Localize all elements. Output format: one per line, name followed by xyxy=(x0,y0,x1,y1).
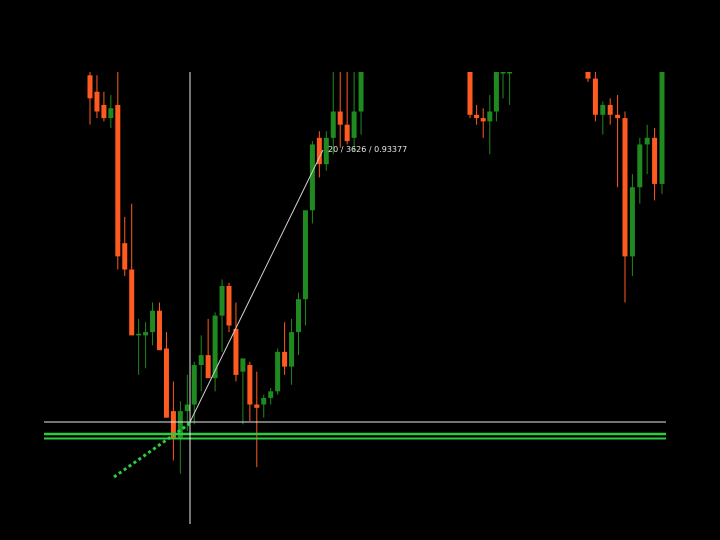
main-candle-38[interactable] xyxy=(351,111,357,138)
far-right-candle-8[interactable] xyxy=(644,137,650,145)
main-candle-3[interactable] xyxy=(108,108,114,119)
main-candle-37[interactable] xyxy=(344,124,350,142)
main-candle-34[interactable] xyxy=(323,137,329,165)
right-candle-5[interactable] xyxy=(500,72,506,74)
main-candle-35[interactable] xyxy=(330,111,336,138)
main-candle-14[interactable] xyxy=(184,404,190,412)
main-candle-24[interactable] xyxy=(254,404,260,408)
far-right-candle-10[interactable] xyxy=(659,72,665,184)
far-right-candle-9[interactable] xyxy=(652,137,658,184)
main-candle-10[interactable] xyxy=(157,310,162,351)
main-candle-2[interactable] xyxy=(101,104,107,119)
far-right-candle-4[interactable] xyxy=(615,114,621,119)
main-candle-11[interactable] xyxy=(163,348,169,418)
main-candle-36[interactable] xyxy=(337,111,343,125)
far-right-candle-2[interactable] xyxy=(600,104,606,115)
main-candle-8[interactable] xyxy=(143,332,149,336)
main-candle-7[interactable] xyxy=(136,333,142,336)
trend-line-dotted[interactable] xyxy=(113,420,193,479)
right-candle-0[interactable] xyxy=(467,72,473,115)
main-candle-28[interactable] xyxy=(282,351,288,367)
main-candle-23[interactable] xyxy=(247,365,253,405)
main-candle-4[interactable] xyxy=(115,104,121,257)
main-candle-12[interactable] xyxy=(170,411,176,438)
far-right-candle-6[interactable] xyxy=(629,187,635,257)
main-candle-13[interactable] xyxy=(177,411,183,438)
main-candle-31[interactable] xyxy=(302,210,308,300)
candles-layer xyxy=(87,72,665,474)
main-candle-1[interactable] xyxy=(94,91,100,112)
main-candle-15[interactable] xyxy=(191,365,197,405)
right-candle-6[interactable] xyxy=(507,72,513,74)
far-right-candle-7[interactable] xyxy=(637,144,643,188)
main-candle-20[interactable] xyxy=(226,286,232,326)
main-candle-19[interactable] xyxy=(219,286,225,316)
main-candle-30[interactable] xyxy=(296,299,301,333)
main-candle-17[interactable] xyxy=(205,355,211,379)
far-right-candle-1[interactable] xyxy=(592,78,598,115)
main-candle-6[interactable] xyxy=(129,269,135,336)
main-candle-26[interactable] xyxy=(268,391,274,398)
measure-label: 20 / 3626 / 0.93377 xyxy=(328,145,407,154)
right-candle-1[interactable] xyxy=(474,114,480,119)
main-candle-16[interactable] xyxy=(198,355,204,366)
main-candle-9[interactable] xyxy=(150,310,156,333)
main-candle-18[interactable] xyxy=(212,315,218,379)
right-candle-4[interactable] xyxy=(493,72,499,112)
main-candle-22[interactable] xyxy=(240,358,246,372)
right-candle-2[interactable] xyxy=(480,118,486,122)
main-candle-32[interactable] xyxy=(309,144,315,211)
main-candle-39[interactable] xyxy=(358,72,364,112)
main-candle-21[interactable] xyxy=(233,328,239,375)
main-candle-33[interactable] xyxy=(316,137,322,165)
main-candle-27[interactable] xyxy=(275,351,281,392)
right-candle-3[interactable] xyxy=(487,111,493,122)
main-candle-5[interactable] xyxy=(122,243,128,270)
main-candle-0[interactable] xyxy=(87,75,93,99)
far-right-candle-5[interactable] xyxy=(622,118,628,257)
main-candle-25[interactable] xyxy=(261,397,267,405)
measure-line[interactable] xyxy=(189,149,324,423)
main-candle-29[interactable] xyxy=(289,332,295,367)
far-right-candle-3[interactable] xyxy=(607,104,613,115)
far-right-candle-0[interactable] xyxy=(585,72,591,79)
